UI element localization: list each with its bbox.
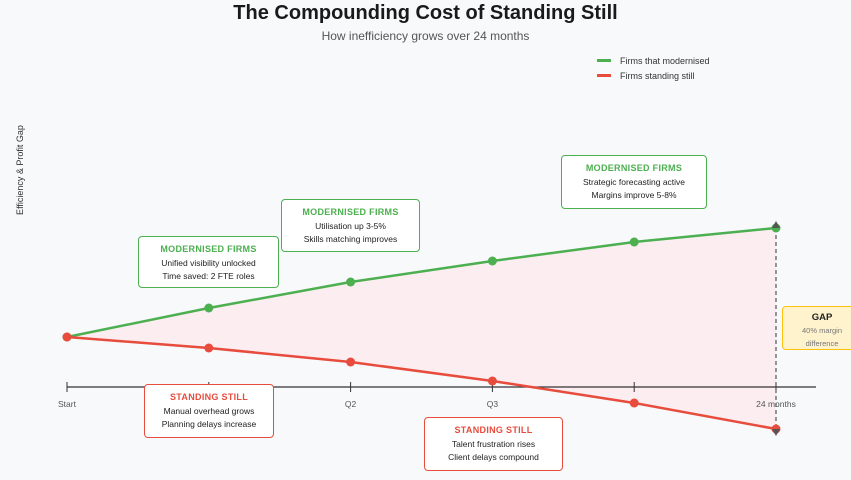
legend: Firms that modernised Firms standing sti…: [597, 53, 710, 83]
annotation-text: Time saved: 2 FTE roles: [162, 271, 255, 281]
annotation-heading: STANDING STILL: [454, 425, 533, 435]
data-point: [487, 256, 497, 266]
chart-title: The Compounding Cost of Standing Still: [233, 2, 618, 24]
series-line-standing-still: [66, 335, 777, 431]
annotation-heading: STANDING STILL: [169, 392, 249, 402]
x-tick-label: Q3: [487, 399, 499, 409]
arrow-up-icon: [772, 221, 780, 228]
legend-item-standing-still: Firms standing still: [597, 68, 710, 83]
annotation-modernised-3: MODERNISED FIRMS Strategic forecasting a…: [561, 155, 707, 209]
gap-annotation: GAP 40% margin difference: [782, 306, 851, 350]
data-point: [204, 303, 214, 313]
annotation-text: Skills matching improves: [303, 234, 398, 244]
annotation-heading: MODERNISED FIRMS: [585, 163, 683, 173]
data-point: [487, 376, 497, 386]
annotation-heading: MODERNISED FIRMS: [302, 207, 399, 217]
arrow-down-icon: [772, 429, 780, 436]
legend-label: Firms standing still: [620, 70, 695, 81]
gap-text: 40% margin: [801, 326, 843, 335]
annotation-text: Margins improve 5-8%: [591, 190, 677, 200]
legend-swatch-green: [597, 59, 611, 62]
annotation-text: Planning delays increase: [161, 419, 257, 429]
data-point: [62, 332, 72, 342]
data-point: [346, 277, 356, 287]
legend-item-modernised: Firms that modernised: [597, 53, 710, 68]
series-line-modernised: [66, 226, 777, 339]
annotation-modernised-1: MODERNISED FIRMS Unified visibility unlo…: [138, 236, 279, 288]
annotation-modernised-2: MODERNISED FIRMS Utilisation up 3-5% Ski…: [281, 199, 420, 252]
annotation-text: Talent frustration rises: [451, 439, 536, 449]
legend-swatch-red: [597, 74, 611, 77]
data-point: [204, 343, 214, 353]
annotation-text: Strategic forecasting active: [582, 177, 686, 187]
data-point: [629, 398, 639, 408]
annotation-text: Manual overhead grows: [163, 406, 255, 416]
x-tick-label: Q2: [345, 399, 357, 409]
gap-heading: GAP: [811, 312, 833, 323]
data-point: [346, 357, 356, 367]
gap-fill-area: [67, 228, 776, 429]
legend-label: Firms that modernised: [620, 55, 710, 66]
x-tick-label: Start: [58, 399, 77, 409]
annotation-standing-still-2: STANDING STILL Talent frustration rises …: [424, 417, 563, 471]
chart-subtitle: How inefficiency grows over 24 months: [321, 29, 530, 43]
gap-text: difference: [805, 339, 839, 348]
annotation-heading: MODERNISED FIRMS: [160, 244, 257, 254]
data-point: [629, 237, 639, 247]
annotation-text: Client delays compound: [448, 452, 539, 462]
annotation-text: Unified visibility unlocked: [161, 258, 256, 268]
annotation-standing-still-1: STANDING STILL Manual overhead grows Pla…: [144, 384, 274, 438]
annotation-text: Utilisation up 3-5%: [315, 221, 386, 231]
